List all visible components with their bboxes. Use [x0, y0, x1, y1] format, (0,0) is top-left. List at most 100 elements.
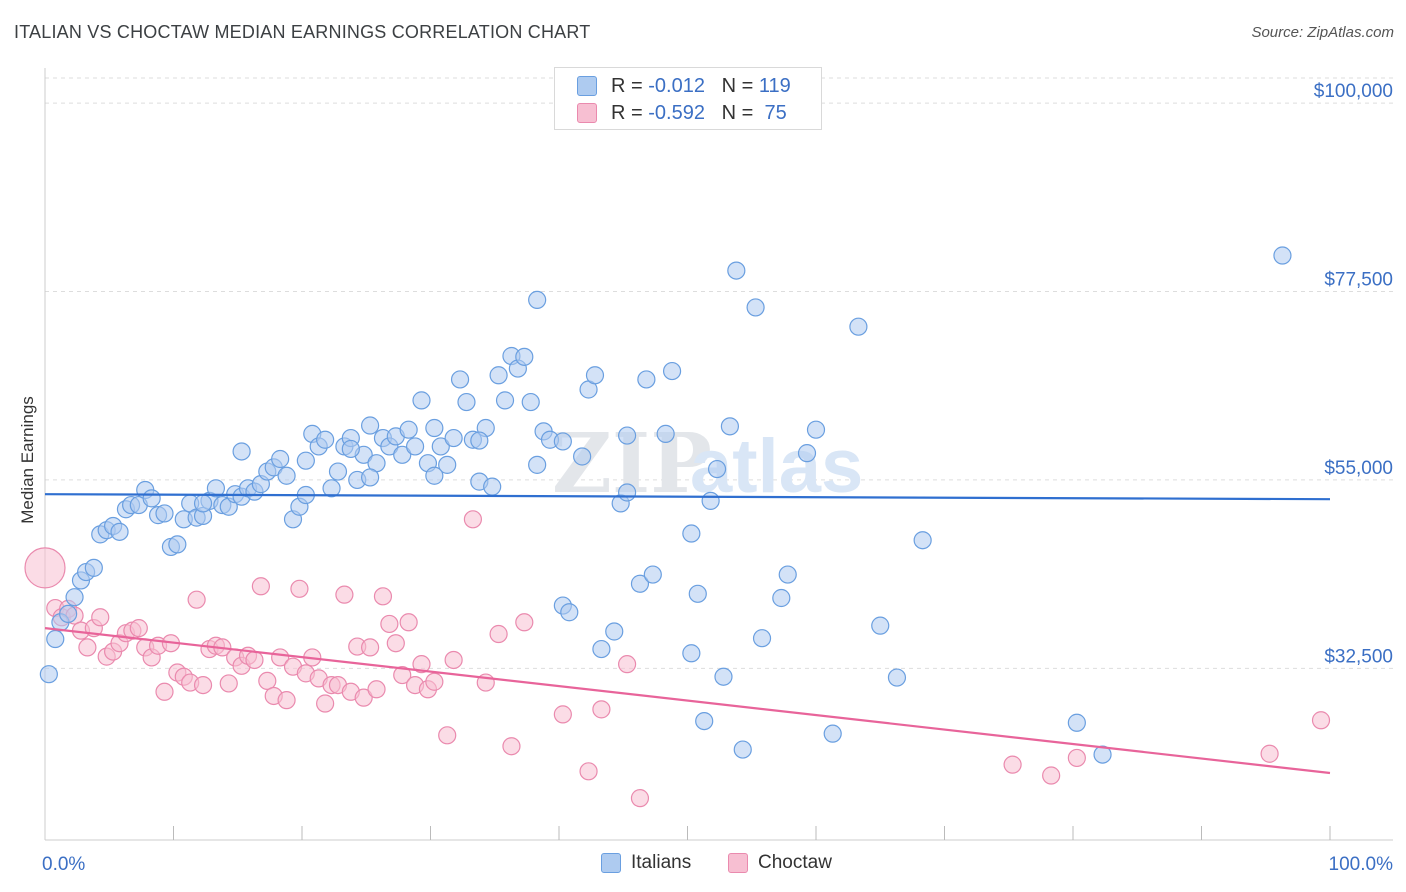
stats-row-choctaw: R = -0.592 N = 75	[577, 99, 787, 127]
italians-point	[438, 455, 457, 474]
choctaw-point	[373, 587, 393, 606]
italians-point	[553, 432, 572, 451]
italians-point	[528, 290, 547, 310]
italians-point	[656, 424, 675, 443]
trend-lines	[44, 493, 1331, 775]
italians-point	[778, 565, 797, 584]
r-label: R =	[611, 101, 643, 124]
italians-point	[637, 370, 656, 389]
choctaw-point	[502, 737, 521, 756]
italians-point	[643, 565, 662, 584]
italians-point	[823, 724, 842, 743]
italians-point	[328, 462, 348, 481]
italians-point	[399, 420, 418, 439]
x-tick-label-max: 100.0%	[1329, 854, 1394, 875]
italians-point	[887, 668, 907, 687]
n-label: N =	[721, 101, 754, 124]
italians-point	[495, 391, 515, 410]
choctaw-point	[1260, 744, 1279, 763]
italians-point	[1067, 713, 1086, 732]
choctaw-point	[553, 705, 572, 724]
n-value: 119	[758, 74, 791, 97]
italians-point	[806, 420, 826, 439]
italians-point	[714, 667, 733, 686]
italians-point	[772, 588, 791, 608]
italians-point	[168, 535, 187, 554]
italians-point	[560, 603, 579, 622]
choctaw-point	[1067, 748, 1086, 768]
italians-point	[155, 504, 174, 523]
italians-swatch	[577, 76, 597, 96]
choctaw-point	[630, 789, 650, 808]
italians-point	[688, 584, 707, 603]
italians-point	[232, 442, 251, 461]
italians-point	[361, 416, 380, 435]
choctaw-point	[354, 688, 373, 707]
italians-point	[425, 418, 444, 438]
italians-trend-line	[44, 493, 1331, 501]
choctaw-point	[361, 638, 380, 657]
choctaw-point	[219, 674, 238, 693]
italians-point	[695, 711, 714, 731]
legend-label-choctaw: Choctaw	[758, 852, 832, 873]
choctaw-swatch	[577, 103, 597, 123]
choctaw-point	[193, 675, 213, 695]
legend-item-choctaw[interactable]: Choctaw	[728, 852, 832, 874]
choctaw-point	[489, 624, 508, 644]
chart-title: ITALIAN VS CHOCTAW MEDIAN EARNINGS CORRE…	[14, 22, 591, 42]
italians-point	[605, 622, 624, 641]
r-value: -0.012	[648, 74, 705, 97]
choctaw-point	[618, 655, 637, 674]
x-tick-label-min: 0.0%	[42, 854, 85, 875]
italians-point	[746, 298, 765, 317]
italians-point	[521, 392, 540, 412]
series-legend: Italians Choctaw	[0, 850, 1406, 880]
italians-point	[316, 430, 335, 449]
italians-point	[528, 455, 547, 474]
italians-point	[707, 459, 727, 479]
choctaw-point	[579, 762, 598, 781]
italians-point	[206, 479, 226, 498]
italians-point	[457, 392, 476, 412]
stats-row-italians: R = -0.012 N = 119	[577, 72, 791, 100]
italians-point	[733, 740, 752, 759]
italians-point	[630, 574, 650, 593]
italians-point	[296, 451, 315, 470]
source-credit: Source: ZipAtlas.com	[1251, 24, 1394, 41]
grid-lines	[45, 77, 1393, 669]
italians-point	[752, 629, 772, 648]
italians-point	[412, 391, 431, 410]
choctaw-point	[1311, 711, 1331, 730]
y-axis-label: Median Earnings	[18, 396, 37, 524]
italians-point	[46, 629, 65, 649]
italians-point	[271, 449, 290, 469]
choctaw-point	[386, 634, 405, 653]
tick-labels: $32,500 $55,000 $77,500 $100,000 0.0% 100.0%	[42, 81, 1393, 875]
y-tick-label: $77,500	[1324, 270, 1393, 291]
italians-point	[322, 479, 341, 498]
choctaw-point	[245, 650, 264, 670]
italians-point	[701, 491, 720, 510]
n-label: N =	[721, 74, 754, 97]
italians-point	[39, 665, 58, 684]
choctaw-point	[129, 619, 148, 638]
italians-point	[341, 439, 360, 459]
italians-point	[470, 431, 489, 450]
italians-point	[662, 361, 682, 381]
y-tick-label: $55,000	[1324, 458, 1393, 479]
italians-point	[682, 524, 701, 543]
choctaw-point	[515, 613, 534, 632]
choctaw-point	[258, 671, 277, 691]
choctaw-point	[367, 680, 386, 699]
italians-point	[483, 477, 502, 496]
italians-point	[1093, 745, 1112, 764]
italians-point	[618, 483, 637, 502]
choctaw-point	[277, 691, 296, 710]
italians-point	[450, 370, 470, 389]
choctaw-point	[155, 682, 174, 701]
legend-item-italians[interactable]: Italians	[601, 852, 691, 874]
choctaw-point	[425, 672, 444, 691]
italians-point	[277, 466, 296, 485]
italians-point	[425, 466, 444, 485]
